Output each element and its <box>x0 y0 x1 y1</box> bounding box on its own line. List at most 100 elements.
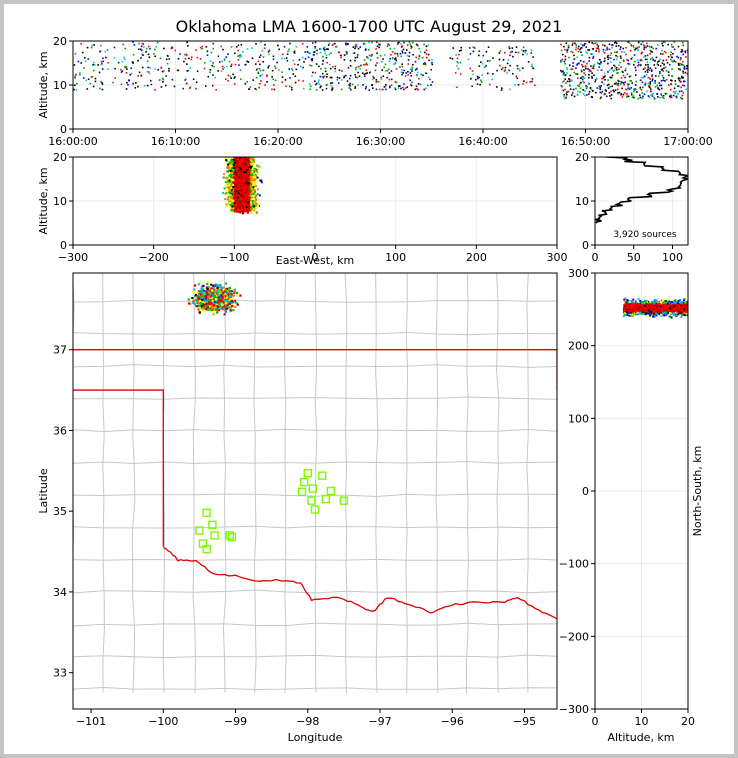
source-point <box>525 49 527 52</box>
y-tick-label: 37 <box>53 344 67 357</box>
source-point <box>565 82 567 84</box>
source-point <box>394 81 397 83</box>
source-point <box>402 72 404 74</box>
source-point <box>248 179 251 182</box>
source-point <box>235 46 238 48</box>
source-point <box>230 301 233 304</box>
source-point <box>246 193 249 196</box>
source-point <box>617 92 619 94</box>
source-point <box>257 172 260 175</box>
source-point <box>236 160 239 163</box>
source-point <box>399 85 401 87</box>
source-point <box>622 59 625 62</box>
source-point <box>326 76 328 78</box>
source-point <box>376 45 379 48</box>
source-point <box>328 53 331 56</box>
source-point <box>455 54 458 56</box>
source-point <box>239 54 242 56</box>
source-point <box>292 59 295 62</box>
source-point <box>673 87 676 90</box>
source-point <box>370 59 372 61</box>
source-point <box>363 75 366 77</box>
source-point <box>323 75 326 77</box>
source-point <box>622 82 625 84</box>
source-point <box>583 72 585 74</box>
source-point <box>242 193 245 196</box>
source-point <box>649 81 652 83</box>
source-point <box>381 69 384 71</box>
source-point <box>222 191 225 194</box>
source-point <box>356 45 358 48</box>
source-point <box>559 69 562 72</box>
source-point <box>611 44 613 46</box>
source-point <box>209 60 212 62</box>
source-point <box>631 56 634 59</box>
source-point <box>231 165 234 168</box>
source-point <box>241 208 244 211</box>
source-point <box>627 41 630 43</box>
source-point <box>564 63 566 65</box>
source-point <box>364 43 366 45</box>
source-point <box>384 83 387 86</box>
source-point <box>223 57 226 60</box>
source-point <box>661 96 664 99</box>
source-point <box>194 298 198 301</box>
source-point <box>201 293 204 296</box>
source-point <box>614 51 616 53</box>
source-point <box>630 45 633 47</box>
source-point <box>225 203 228 206</box>
source-point <box>238 170 241 173</box>
source-point <box>371 78 374 81</box>
source-point <box>99 87 101 90</box>
source-point <box>602 76 605 78</box>
source-point <box>243 194 246 197</box>
source-point <box>468 47 471 49</box>
source-point <box>618 68 620 71</box>
source-point <box>243 209 246 212</box>
source-point <box>670 79 672 82</box>
source-point <box>686 72 688 75</box>
source-point <box>315 89 318 91</box>
source-point <box>195 305 198 308</box>
source-point <box>647 68 650 71</box>
source-point <box>243 198 246 201</box>
source-point <box>249 193 252 196</box>
source-point <box>247 201 250 204</box>
source-point <box>236 191 239 194</box>
source-point <box>237 49 239 52</box>
source-point <box>658 88 661 91</box>
source-point <box>319 75 322 78</box>
source-point <box>419 50 422 53</box>
source-point <box>349 65 352 67</box>
source-point <box>274 79 277 82</box>
source-point <box>100 60 103 63</box>
source-point <box>278 69 280 71</box>
source-point <box>191 301 195 304</box>
source-point <box>685 67 688 70</box>
source-point <box>240 55 243 57</box>
source-point <box>219 300 222 303</box>
source-point <box>199 281 202 284</box>
source-point <box>329 63 331 66</box>
source-point <box>566 67 568 69</box>
source-point <box>406 44 409 46</box>
source-point <box>620 77 623 79</box>
source-point <box>225 205 228 208</box>
source-point <box>394 58 396 60</box>
source-point <box>617 84 620 87</box>
source-point <box>343 76 345 79</box>
source-point <box>410 68 412 70</box>
source-point <box>394 87 396 90</box>
source-point <box>253 172 256 175</box>
source-point <box>511 72 514 75</box>
source-point <box>222 48 224 51</box>
source-point <box>330 52 332 55</box>
source-point <box>648 96 651 99</box>
source-point <box>228 162 231 165</box>
lma-station-marker <box>321 494 331 504</box>
source-point <box>217 309 221 312</box>
source-point <box>343 54 346 56</box>
source-point <box>230 186 233 189</box>
source-point <box>394 58 397 61</box>
source-point <box>673 48 676 51</box>
